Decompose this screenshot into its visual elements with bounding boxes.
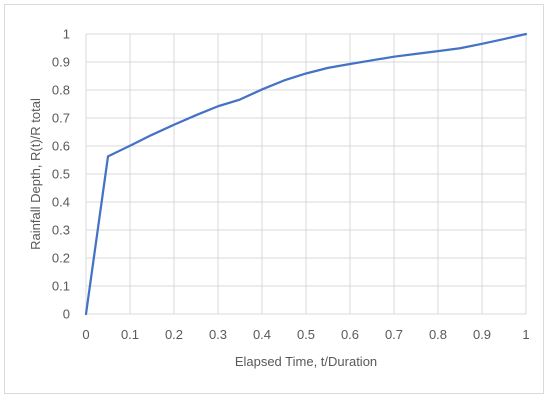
x-axis-title: Elapsed Time, t/Duration	[235, 354, 377, 369]
series-line	[84, 32, 528, 316]
y-axis-title: Rainfall Depth, R(t)/R total	[28, 98, 43, 250]
y-tick-label: 0.7	[52, 111, 70, 126]
x-tick-label: 0.6	[341, 327, 359, 342]
x-tick-label: 0.5	[297, 327, 315, 342]
x-tick-label: 0.7	[385, 327, 403, 342]
y-tick-label: 0	[63, 307, 70, 322]
y-tick-label: 0.9	[52, 55, 70, 70]
y-tick-label: 0.4	[52, 195, 70, 210]
x-tick-label: 0.3	[209, 327, 227, 342]
y-tick-label: 0.6	[52, 139, 70, 154]
grid-lines	[85, 33, 527, 315]
y-tick-label: 0.8	[52, 83, 70, 98]
x-tick-label: 0.4	[253, 327, 271, 342]
y-axis-tick-labels: 0 0.1 0.2 0.3 0.4 0.5 0.6 0.7 0.8 0.9 1	[52, 27, 70, 322]
y-tick-label: 0.1	[52, 279, 70, 294]
x-tick-label: 0.9	[473, 327, 491, 342]
x-tick-label: 0	[82, 327, 89, 342]
series-layer	[84, 32, 528, 316]
y-tick-label: 1	[63, 27, 70, 42]
x-tick-label: 0.1	[121, 327, 139, 342]
y-tick-label: 0.3	[52, 223, 70, 238]
chart-area	[4, 4, 544, 394]
x-tick-label: 1	[522, 327, 529, 342]
x-tick-label: 0.8	[429, 327, 447, 342]
x-axis-tick-labels: 0 0.1 0.2 0.3 0.4 0.5 0.6 0.7 0.8 0.9 1	[82, 327, 529, 342]
x-tick-label: 0.2	[165, 327, 183, 342]
y-tick-label: 0.5	[52, 167, 70, 182]
y-tick-label: 0.2	[52, 251, 70, 266]
